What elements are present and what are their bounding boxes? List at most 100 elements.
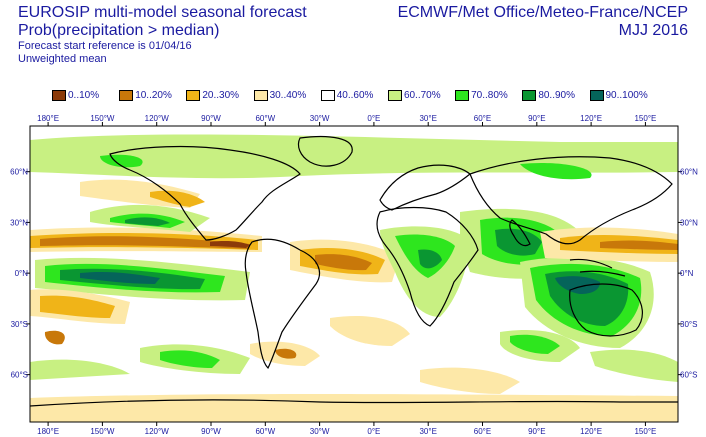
header-right: ECMWF/Met Office/Meteo-France/NCEP MJJ 2…: [398, 4, 688, 40]
color-legend: 0..10% 10..20% 20..30% 30..40% 40..60% 60..70…: [52, 89, 657, 102]
anomaly-region: [30, 134, 678, 179]
legend-label: 40..60%: [336, 90, 374, 101]
lon-label-bottom: 60°W: [255, 427, 275, 436]
legend-label: 80..90%: [538, 90, 576, 101]
lon-label-top: 60°W: [255, 114, 275, 123]
coastline-africa: [376, 206, 479, 327]
lat-label-right: 0°N: [680, 269, 694, 278]
anomaly-region: [315, 254, 372, 271]
legend-item: 30..40%: [253, 89, 321, 102]
anomaly-region: [150, 190, 205, 207]
lon-label-top: 30°E: [419, 114, 436, 123]
lon-label-bottom: 150°W: [90, 427, 115, 436]
lat-label-left: 60°N: [10, 168, 28, 177]
precipitation-probability-map: 180°E 180°E 150°W 150°W 120°W 120°W 90°W 90°W 60…: [10, 114, 698, 436]
legend-item: 40..60%: [320, 89, 388, 102]
anomaly-region: [275, 348, 297, 359]
legend-swatch: [589, 90, 604, 101]
legend-label: 70..80%: [471, 90, 508, 101]
coastline-antarctica: [30, 399, 678, 407]
coastlines: [30, 135, 678, 407]
lon-label-top: 30°W: [310, 114, 330, 123]
lon-label-bottom: 60°E: [474, 427, 491, 436]
legend-swatch: [52, 90, 66, 101]
anomaly-region: [100, 154, 143, 168]
lon-label-top: 90°E: [528, 114, 545, 123]
anomaly-region: [555, 276, 600, 294]
legend-swatch: [455, 90, 470, 101]
anomaly-region: [30, 359, 130, 380]
header-left: EUROSIP multi-model seasonal forecast Pr…: [18, 4, 307, 66]
anomaly-region: [44, 330, 65, 345]
legend-label: 60..70%: [403, 90, 441, 101]
coastline-india: [509, 219, 531, 247]
lon-label-top: 60°E: [474, 114, 491, 123]
lon-label-bottom: 90°W: [201, 427, 221, 436]
lon-label-bottom: 120°W: [145, 427, 170, 436]
lat-label-left: 0°N: [15, 269, 29, 278]
axis-ticks: [26, 122, 682, 426]
lon-label-top: 120°E: [580, 114, 602, 123]
lat-label-left: 60°S: [11, 371, 28, 380]
legend-label: 90..100%: [605, 90, 648, 101]
lon-label-bottom: 30°E: [419, 427, 436, 436]
lon-label-bottom: 90°E: [528, 427, 545, 436]
lon-label-bottom: 30°W: [310, 427, 330, 436]
anomaly-region: [590, 349, 678, 382]
legend-swatch: [253, 90, 268, 101]
legend-label: 10..20%: [135, 90, 172, 101]
anomaly-region: [125, 217, 170, 226]
anomaly-region: [418, 249, 442, 269]
map-frame: [29, 125, 679, 423]
legend-swatch: [119, 90, 134, 101]
anomaly-region: [420, 367, 520, 394]
lat-label-right: 30°S: [680, 320, 697, 329]
anomaly-region: [520, 162, 592, 180]
lon-label-bottom: 120°E: [580, 427, 602, 436]
legend-item: 70..80%: [455, 89, 522, 102]
legend-label: 20..30%: [202, 90, 240, 101]
legend-label: 0..10%: [68, 90, 100, 101]
legend-item: 10..20%: [119, 89, 186, 102]
legend-swatch: [186, 90, 201, 101]
lon-label-bottom: 180°E: [37, 427, 59, 436]
legend-item: 90..100%: [589, 89, 657, 102]
forecast-centres: ECMWF/Met Office/Meteo-France/NCEP: [397, 4, 688, 21]
anomaly-region: [80, 271, 160, 284]
lon-label-bottom: 0°E: [367, 427, 380, 436]
anomaly-region: [330, 315, 410, 346]
lon-label-top: 120°W: [145, 114, 170, 123]
lat-label-right: 60°N: [680, 168, 698, 177]
lon-label-bottom: 150°E: [634, 427, 656, 436]
lat-label-left: 30°S: [11, 320, 28, 329]
coastline-indonesia: [569, 258, 626, 277]
coastline-greenland: [297, 135, 353, 167]
anomaly-region: [40, 236, 250, 249]
anomaly-region: [510, 334, 560, 354]
legend-swatch: [522, 90, 537, 101]
forecast-season: MJJ 2016: [618, 22, 688, 39]
legend-item: 0..10%: [52, 89, 119, 102]
probability-shading: [30, 134, 678, 422]
anomaly-region: [210, 241, 250, 248]
chart-subtitle: Prob(precipitation > median): [18, 22, 220, 39]
legend-item: 80..90%: [522, 89, 589, 102]
lat-label-left: 30°N: [10, 218, 28, 227]
lat-label-right: 30°N: [680, 218, 698, 227]
anomaly-region: [600, 240, 678, 250]
lat-label-right: 60°S: [680, 371, 697, 380]
anomaly-region: [30, 394, 678, 422]
lon-label-top: 150°E: [634, 114, 656, 123]
legend-swatch: [387, 90, 402, 101]
weighting-note: Unweighted mean: [18, 53, 107, 65]
lon-label-top: 180°E: [37, 114, 59, 123]
coastline-asia: [469, 156, 673, 245]
lon-label-top: 150°W: [90, 114, 115, 123]
anomaly-region: [40, 295, 115, 318]
legend-label: 30..40%: [269, 90, 307, 101]
coastline-south-america: [244, 238, 321, 370]
lon-label-top: 0°E: [367, 114, 380, 123]
coastline-north-america: [109, 145, 301, 241]
legend-item: 20..30%: [186, 89, 253, 102]
lon-label-top: 90°W: [201, 114, 221, 123]
